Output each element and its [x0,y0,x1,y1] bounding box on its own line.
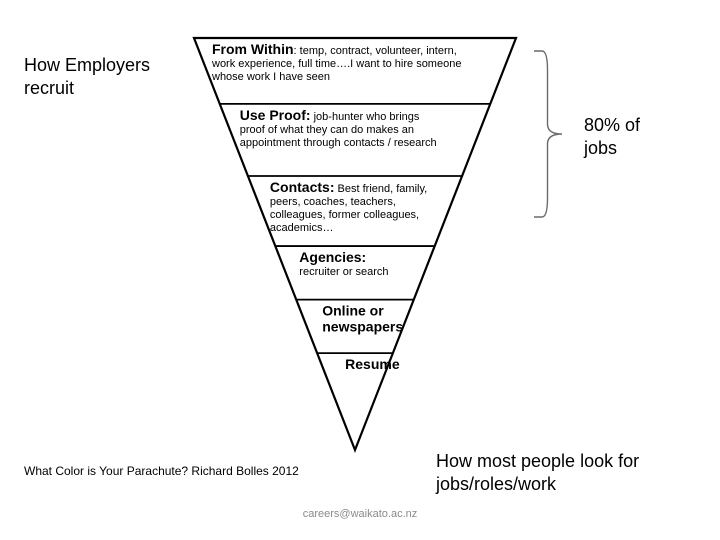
pct-line-1: 80% of [584,115,640,135]
svg-text:From Within: temp, contract,: From Within: temp, contract, volunteer, … [212,41,457,57]
bottom-caption: How most people look for jobs/roles/work [436,450,696,497]
svg-text:Contacts: Best friend, family: Contacts: Best friend, family, [270,179,427,195]
svg-text:whose work I have seen: whose work I have seen [211,71,330,83]
funnel-diagram: From Within: temp, contract, volunteer, … [190,34,520,454]
page-title: How Employers recruit [24,54,184,99]
svg-text:Online or: Online or [322,303,384,319]
svg-text:Agencies:: Agencies: [299,249,366,265]
source-citation: What Color is Your Parachute? Richard Bo… [24,464,299,478]
svg-text:colleagues, former colleagues,: colleagues, former colleagues, [270,209,419,221]
stage: How Employers recruit From Within: temp,… [0,0,720,540]
svg-text:peers, coaches, teachers,: peers, coaches, teachers, [270,196,396,208]
svg-text:academics…: academics… [270,222,334,234]
eighty-pct-label: 80% of jobs [584,114,640,161]
svg-text:Use Proof: job-hunter who bri: Use Proof: job-hunter who brings [240,107,420,123]
svg-text:Resume: Resume [345,356,400,372]
pct-line-2: jobs [584,138,617,158]
svg-text:recruiter or search: recruiter or search [299,266,388,278]
eighty-pct-bracket [534,50,564,218]
svg-text:newspapers: newspapers [322,319,403,335]
svg-text:proof of what they can do make: proof of what they can do makes an [240,124,414,136]
contact-email: careers@waikato.ac.nz [0,508,720,520]
svg-text:appointment through contacts /: appointment through contacts / research [240,137,437,149]
svg-text:work experience, full time….I: work experience, full time….I want to hi… [211,58,461,70]
